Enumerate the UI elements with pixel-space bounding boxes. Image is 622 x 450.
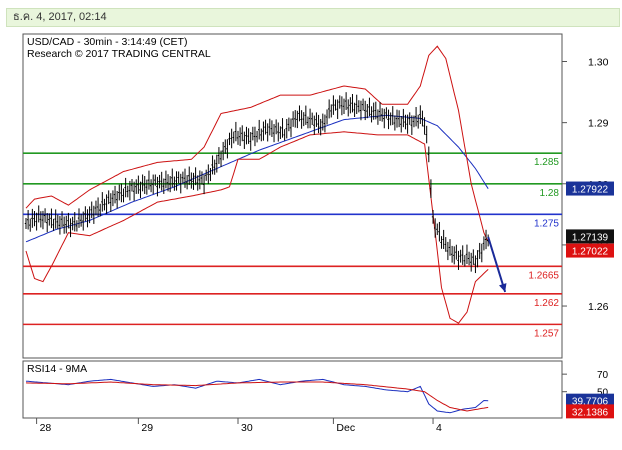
rsi-tag-1: 32.1386	[572, 407, 609, 418]
main-plot-frame	[22, 33, 563, 359]
rsi-line-rsi14	[25, 378, 489, 414]
chart-subtitle: Research © 2017 TRADING CENTRAL	[27, 48, 211, 60]
price-tag-0: 1.27922	[572, 185, 609, 196]
level-label-3: 1.2665	[528, 270, 559, 281]
rsi-plot-frame	[22, 360, 563, 419]
series-line-bollinger-upper	[25, 45, 489, 243]
rsi-line-9ma	[25, 381, 489, 412]
level-label-0: 1.285	[534, 157, 559, 168]
series-line-bollinger-lower	[25, 131, 489, 324]
series-line-ma	[25, 114, 489, 243]
x-tick-label: Dec	[336, 422, 355, 434]
y-tick-label: 1.29	[588, 118, 609, 130]
rsi-tag-1-bg	[566, 404, 614, 419]
rsi-y-tick-label: 50	[597, 388, 609, 399]
price-tag-2: 1.27022	[572, 247, 609, 258]
y-tick-label: 1.26	[588, 301, 609, 313]
level-label-4: 1.262	[534, 298, 559, 309]
price-tag-0-bg	[566, 181, 614, 196]
x-tick-label: 30	[241, 422, 253, 434]
date-label: ธ.ค. 4, 2017, 02:14	[6, 8, 620, 27]
x-tick-label: 28	[40, 422, 52, 434]
chart-title: USD/CAD - 30min - 3:14:49 (CET)	[27, 36, 187, 48]
y-tick-label: 1.30	[588, 57, 609, 69]
rsi-tag-0-bg	[566, 393, 614, 408]
rsi-y-tick-label: 70	[597, 370, 609, 381]
level-label-5: 1.257	[534, 328, 559, 339]
x-tick-label: 29	[141, 422, 153, 434]
rsi-title: RSI14 - 9MA	[27, 363, 87, 375]
level-label-2: 1.275	[534, 218, 559, 229]
x-tick-label: 4	[436, 422, 442, 434]
price-tag-1-bg	[566, 229, 614, 244]
rsi-tag-0: 39.7706	[572, 397, 609, 408]
price-tag-2-bg	[566, 243, 614, 258]
price-tag-1: 1.27139	[572, 232, 609, 243]
forecast-arrow-head	[498, 283, 507, 292]
level-label-1: 1.28	[540, 188, 560, 199]
forecast-arrow	[487, 236, 507, 293]
top-bar: ธ.ค. 4, 2017, 02:14	[0, 0, 622, 31]
